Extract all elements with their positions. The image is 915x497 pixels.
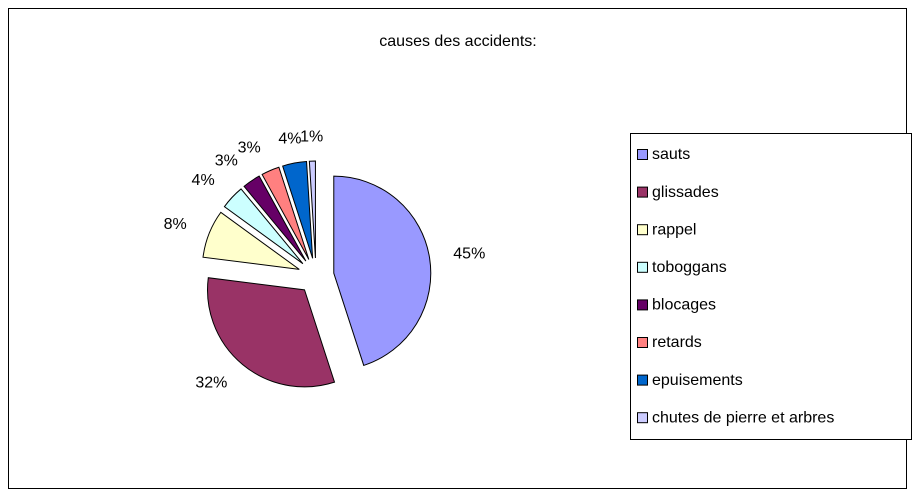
pie-slice: [308, 160, 316, 259]
data-label: 8%: [164, 216, 187, 233]
legend-label: retards: [652, 334, 702, 351]
pie-slice: [207, 277, 336, 388]
data-label: 45%: [453, 245, 485, 262]
pie-slice: [243, 175, 307, 262]
data-label: 4%: [192, 172, 215, 189]
pie-slice: [223, 188, 304, 265]
legend-label: chutes de pierre et arbres: [652, 409, 834, 426]
data-label: 3%: [238, 140, 261, 157]
chart-title: causes des accidents:: [379, 33, 536, 50]
pie-slice: [202, 211, 300, 270]
legend-label: glissades: [652, 184, 719, 201]
pie-slice: [261, 166, 310, 260]
legend-swatch: [637, 299, 648, 311]
legend-swatch: [637, 412, 648, 424]
legend-swatch: [637, 186, 648, 198]
legend-swatch: [637, 149, 648, 160]
data-label: 3%: [215, 152, 238, 169]
legend-label: sauts: [652, 146, 690, 163]
legend-swatch: [637, 337, 648, 348]
data-label: 1%: [300, 128, 323, 145]
legend-swatch: [637, 261, 648, 273]
legend-label: blocages: [652, 297, 716, 314]
legend-box: [630, 133, 912, 440]
pie-slice: [333, 175, 432, 367]
legend-label: epuisements: [652, 372, 743, 389]
legend-label: toboggans: [652, 259, 727, 276]
data-label: 4%: [278, 131, 301, 148]
pie-slice: [282, 160, 314, 259]
legend-swatch: [637, 374, 648, 386]
legend-label: rappel: [652, 221, 696, 238]
data-label: 32%: [195, 374, 227, 391]
legend-swatch: [637, 224, 648, 236]
